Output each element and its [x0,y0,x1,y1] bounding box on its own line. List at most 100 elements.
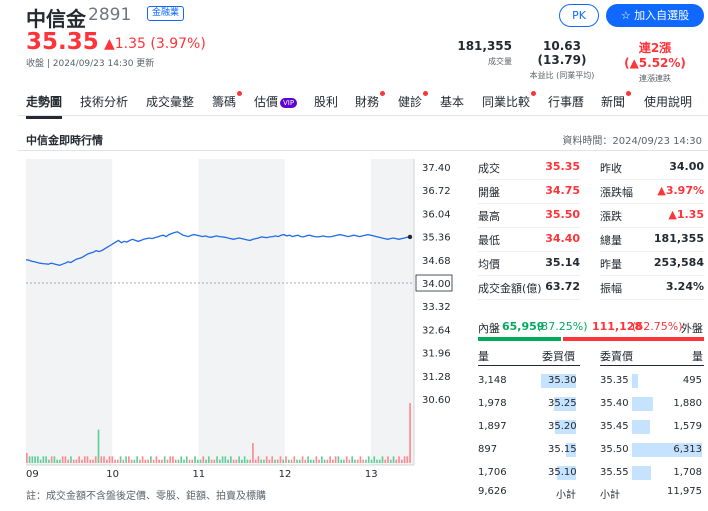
volume-bar [249,459,251,463]
stock-name: 中信金 [26,7,86,31]
tab-6[interactable]: 財務 [355,91,386,110]
y-tick-label: 31.28 [422,372,451,383]
outer-value: 111,128 [592,320,643,333]
notification-dot [531,91,537,96]
tab-1[interactable]: 技術分析 [80,93,128,110]
stat-volume: 181,355 成交量 [457,39,512,67]
stat-pe: 10.63 (13.79) 本益比 (同業平均) [522,39,602,81]
pk-button[interactable]: PK [559,4,599,27]
notification-dot [237,91,243,96]
ask-qty: 495 [682,375,702,386]
quote-label: 漲跌幅 [600,186,633,199]
volume-bar [61,456,64,463]
quote-value: 35.50 [545,208,580,221]
ask-qty: 1,708 [673,467,702,478]
ask-header-rule [600,365,704,366]
volume-bar [370,459,373,463]
bid-qty: 897 [478,444,498,455]
ask-depth-bar [632,466,651,480]
volume-bar [387,456,389,463]
tab-10[interactable]: 行事曆 [548,93,584,110]
intraday-chart[interactable]: 37.40 36.72 36.04 35.36 34.68 34.00 33.32 32.64… [26,159,458,481]
add-watchlist-button[interactable]: ☆ 加入自選股 [606,4,704,27]
quote-value: 63.72 [545,280,580,293]
volume-bar [345,456,348,463]
volume-bar [136,456,138,463]
data-time: 資料時間：2024/09/23 14:30 [562,136,702,147]
volume-bar [56,459,58,463]
x-tick-label: 09 [26,469,39,480]
tab-9[interactable]: 同業比較 [482,91,537,110]
quote-row: 漲跌幅 ▲3.97% [600,180,704,204]
tab-label: 使用說明 [644,95,693,109]
volume-bar [207,456,210,463]
volume-bar [152,459,155,463]
tab-0[interactable]: 走勢圖 [26,93,63,119]
volume-bar [188,459,191,463]
volume-bar [213,459,216,463]
bid-qty: 1,978 [478,398,507,409]
volume-bar [232,459,235,463]
hour-band [370,159,414,465]
tab-7[interactable]: 健診 [398,91,429,110]
volume-bar [191,459,194,463]
tab-3[interactable]: 籌碼 [212,91,243,110]
tab-label: 財務 [355,95,380,109]
tab-12[interactable]: 使用說明 [644,93,692,110]
volume-bar [97,429,100,463]
volume-bar [304,459,307,463]
quote-row: 最低 34.40 [478,228,580,252]
reference-label-box [415,274,453,292]
bid-qty: 1,897 [478,421,507,432]
volume-bar [392,456,395,463]
volume-bar [340,459,342,463]
ask-depth-bar [632,443,702,457]
tab-label: 健診 [398,95,423,109]
volume-bar [72,459,75,463]
volume-bar [163,456,166,463]
volume-bar [348,459,351,463]
volume-bar [116,459,119,463]
volume-bar [254,459,257,463]
volume-bar [122,459,125,463]
notification-dot [626,91,632,96]
volume-bar [78,456,81,463]
volume-bar [279,456,282,463]
quote-row: 昨收 34.00 [600,156,704,180]
bid-depth-bar [540,374,576,388]
volume-bar [125,456,127,463]
order-book: 量 委買價 委賣價 量 3,148 35.30 1,978 35.25 1,897 35.20 89… [478,346,704,506]
tab-8[interactable]: 基本 [440,93,464,110]
y-tick-label: 31.96 [422,349,451,360]
volume-bar [70,456,72,463]
volume-bar [64,456,67,463]
volume-bar [105,459,108,463]
sector-badge[interactable]: 金融業 [147,6,185,21]
stat-volume-value: 181,355 [457,39,512,53]
volume-bar [199,459,202,463]
section-title: 中信金即時行情 [26,134,103,147]
quote-row: 最高 35.50 [478,204,580,228]
y-tick-label: 32.64 [422,325,451,336]
ask-price: 35.35 [600,375,629,386]
inner-label: 內盤 [478,322,500,335]
volume-bar [235,459,238,463]
volume-bar [31,456,34,463]
ask-depth-bar [632,397,653,411]
volume-bar [119,456,122,463]
volume-bar [260,459,263,463]
tab-5[interactable]: 股利 [314,93,338,110]
bid-price: 35.10 [548,467,577,478]
quote-value: 34.00 [669,160,704,173]
volume-bar [81,459,83,463]
tab-11[interactable]: 新聞 [601,91,632,110]
tab-2[interactable]: 成交彙整 [146,93,194,110]
volume-bar [39,459,42,463]
volume-bar [263,459,265,463]
volume-bar [301,456,304,463]
volume-bar [400,459,403,463]
volume-bar [224,456,227,463]
volume-bar [169,456,172,463]
volume-bar [290,459,293,463]
tab-4[interactable]: 估價 VIP [254,93,298,110]
